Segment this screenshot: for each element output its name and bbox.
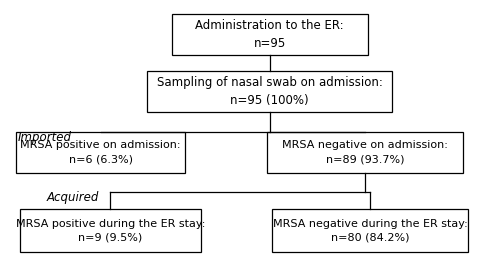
Text: MRSA negative during the ER stay:
n=80 (84.2%): MRSA negative during the ER stay: n=80 (… <box>272 219 468 243</box>
Text: Administration to the ER:
n=95: Administration to the ER: n=95 <box>196 19 344 50</box>
Bar <box>20 209 201 252</box>
Text: MRSA positive on admission:
n=6 (6.3%): MRSA positive on admission: n=6 (6.3%) <box>20 140 181 164</box>
Bar <box>147 71 392 112</box>
Text: MRSA negative on admission:
n=89 (93.7%): MRSA negative on admission: n=89 (93.7%) <box>282 140 448 164</box>
Text: Imported: Imported <box>17 132 72 144</box>
Text: MRSA positive during the ER stay:
n=9 (9.5%): MRSA positive during the ER stay: n=9 (9… <box>16 219 205 243</box>
Bar <box>272 209 468 252</box>
Text: Acquired: Acquired <box>46 191 99 204</box>
Text: Sampling of nasal swab on admission:
n=95 (100%): Sampling of nasal swab on admission: n=9… <box>156 76 382 107</box>
Bar <box>16 132 185 173</box>
Bar <box>267 132 463 173</box>
Bar <box>172 14 368 55</box>
